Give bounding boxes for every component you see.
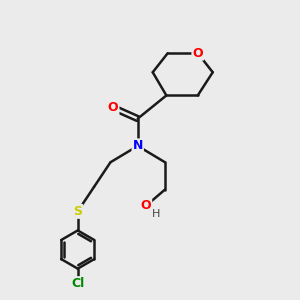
- Text: O: O: [192, 47, 203, 60]
- Text: O: O: [141, 200, 151, 212]
- Text: O: O: [108, 101, 119, 114]
- Text: N: N: [133, 140, 143, 152]
- Text: S: S: [73, 205, 82, 218]
- Text: Cl: Cl: [71, 277, 84, 290]
- Text: H: H: [152, 208, 160, 218]
